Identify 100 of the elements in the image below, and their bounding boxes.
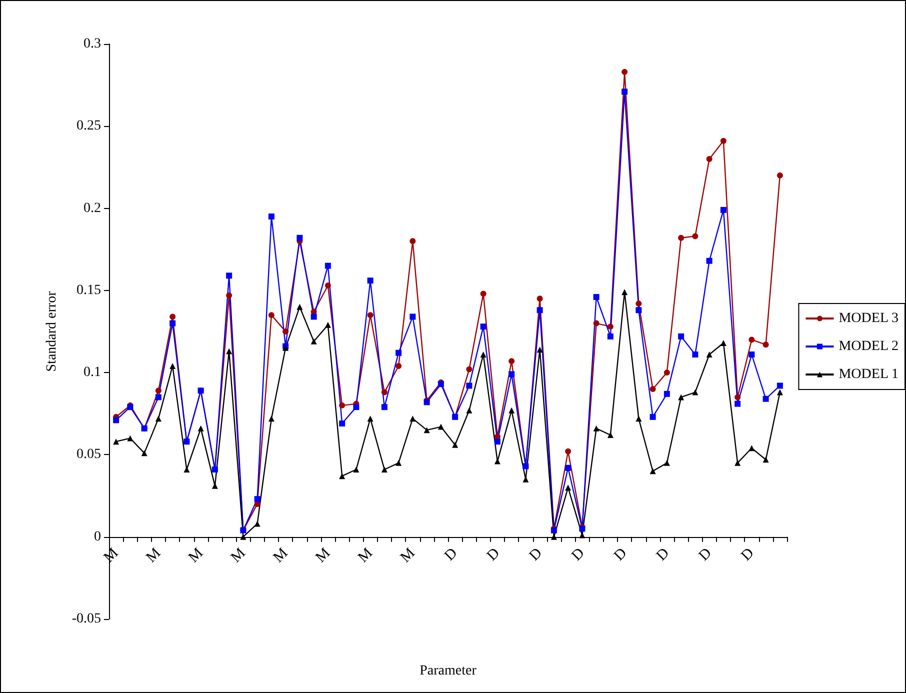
point <box>282 328 289 334</box>
legend-label: MODEL 3 <box>838 311 898 326</box>
point <box>268 312 274 318</box>
x-tick-label: M <box>270 545 292 566</box>
x-tick-label: M <box>228 545 249 566</box>
point <box>636 300 642 307</box>
point <box>155 388 162 394</box>
y-tick-label: 0.3 <box>84 36 101 52</box>
point <box>396 363 402 369</box>
point <box>424 427 430 434</box>
point <box>410 416 416 422</box>
point <box>170 363 176 369</box>
legend-label: MODEL 2 <box>838 339 898 354</box>
point <box>565 448 572 454</box>
point <box>650 468 656 474</box>
point <box>155 416 162 422</box>
point <box>762 396 769 402</box>
point <box>381 389 388 396</box>
point <box>692 352 698 358</box>
point <box>296 304 303 310</box>
point <box>452 442 458 448</box>
point <box>480 352 486 358</box>
y-tick-label: 0.25 <box>76 118 101 134</box>
point <box>607 324 614 330</box>
point <box>536 296 543 302</box>
point <box>720 138 726 144</box>
y-tick-label: 0 <box>94 529 101 544</box>
point <box>776 172 783 178</box>
point <box>607 333 614 340</box>
point <box>113 438 120 445</box>
point <box>324 262 331 269</box>
point <box>466 366 472 372</box>
point <box>706 258 712 264</box>
point <box>268 214 274 220</box>
x-tick-label: D <box>484 545 504 564</box>
point <box>748 445 755 452</box>
point <box>268 416 274 422</box>
x-tick-label: M <box>312 545 334 566</box>
x-tick-label: D <box>738 545 758 564</box>
point <box>734 400 741 407</box>
x-axis-title: Parameter <box>420 664 477 678</box>
x-tick-label: D <box>568 545 588 564</box>
x-tick-label: M <box>355 545 376 566</box>
point <box>466 382 472 389</box>
point <box>636 307 642 314</box>
point <box>310 314 317 320</box>
point <box>565 464 572 471</box>
point <box>127 435 134 442</box>
point <box>184 466 190 472</box>
point <box>480 324 486 330</box>
point <box>339 402 346 408</box>
point <box>113 417 120 424</box>
point <box>748 352 755 358</box>
point <box>762 342 769 348</box>
y-tick-label: -0.05 <box>72 612 101 626</box>
point <box>367 278 374 284</box>
point <box>324 282 331 288</box>
point <box>678 333 684 340</box>
point <box>310 338 317 344</box>
point <box>692 233 698 240</box>
point <box>565 484 572 491</box>
point <box>706 352 712 358</box>
point <box>678 234 684 241</box>
point <box>226 272 232 279</box>
point <box>254 496 260 502</box>
point <box>762 456 769 463</box>
point <box>353 466 360 472</box>
point <box>720 206 726 213</box>
point <box>353 404 360 410</box>
x-tick-label: D <box>526 545 546 564</box>
point <box>396 460 402 466</box>
point <box>508 358 515 364</box>
point <box>508 371 515 378</box>
y-tick-label: 0.1 <box>84 365 101 380</box>
x-tick-label: D <box>442 545 461 564</box>
point <box>536 307 543 314</box>
point <box>650 386 656 392</box>
x-tick-label: M <box>186 545 206 566</box>
point <box>636 416 642 422</box>
point <box>226 292 232 298</box>
point <box>593 294 600 300</box>
x-tick-label: D <box>696 545 716 564</box>
point <box>734 460 741 466</box>
point <box>720 340 726 346</box>
point <box>381 404 388 410</box>
point <box>226 348 232 354</box>
point <box>692 389 698 396</box>
point <box>254 520 260 527</box>
x-tick-label: M <box>398 545 418 566</box>
point <box>170 314 176 320</box>
point <box>706 156 712 162</box>
point <box>622 289 628 296</box>
x-tick-label: M <box>143 545 164 566</box>
point <box>494 438 500 445</box>
point <box>339 473 346 480</box>
point <box>776 389 783 396</box>
point <box>480 290 486 297</box>
point <box>593 320 600 326</box>
point <box>410 238 416 244</box>
x-tick-label: D <box>654 545 673 564</box>
